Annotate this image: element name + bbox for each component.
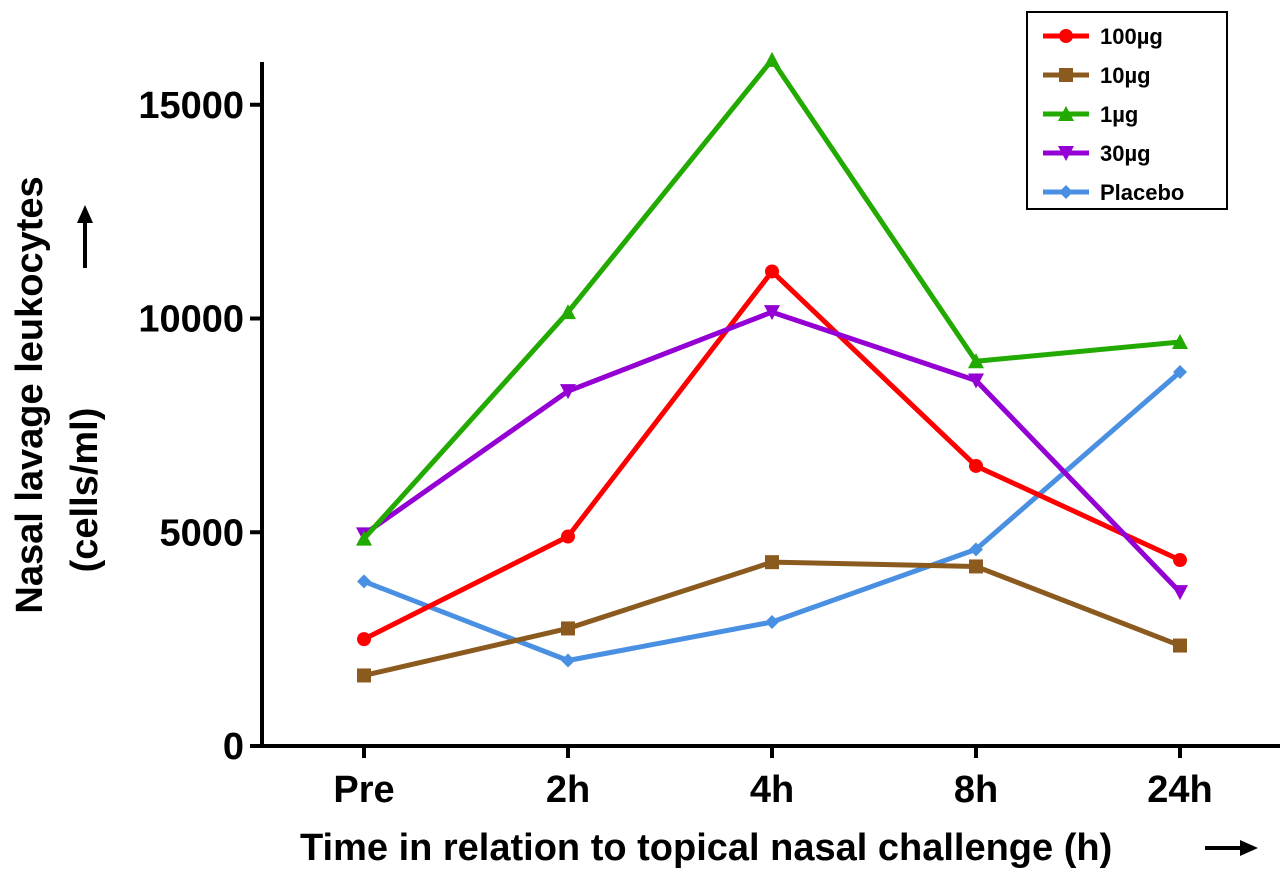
x-tick-label: 2h [546, 769, 590, 811]
data-point [764, 305, 780, 321]
data-point [357, 574, 371, 589]
data-point [561, 653, 575, 668]
y-axis-title-group-2: (cells/ml) [64, 408, 106, 573]
x-ticks: Pre 2h 4h 8h 24h [333, 746, 1213, 811]
x-tick-label: 24h [1147, 769, 1212, 811]
series-line [362, 268, 1182, 642]
legend-label: 10µg [1100, 63, 1151, 88]
legend-label: Placebo [1100, 180, 1184, 205]
data-point [1173, 553, 1187, 568]
data-point [1173, 364, 1187, 379]
y-ticks: 0 5000 10000 15000 [138, 85, 262, 768]
legend-label: 100µg [1100, 24, 1163, 49]
series-10g [357, 555, 1187, 683]
data-point [969, 559, 983, 574]
data-point [1058, 146, 1074, 161]
y-tick-label: 15000 [138, 85, 244, 127]
data-point [968, 373, 984, 389]
y-tick-label: 0 [223, 726, 244, 768]
y-axis-title-line1: Nasal lavage leukocytes [9, 176, 51, 613]
data-point [561, 621, 575, 636]
data-point [561, 529, 575, 544]
data-point [1058, 106, 1074, 121]
legend-item: 1µg [1043, 102, 1138, 127]
y-tick-label: 5000 [159, 512, 244, 554]
series-placebo [357, 364, 1187, 668]
legend-item: 100µg [1043, 24, 1163, 49]
series-100g [357, 264, 1187, 647]
data-point [560, 304, 576, 320]
y-tick-label: 10000 [138, 299, 244, 341]
x-axis-title: Time in relation to topical nasal challe… [300, 827, 1112, 869]
legend-item: Placebo [1043, 180, 1184, 205]
legend: 100µg 10µg 1µg 30µg Placebo [1026, 11, 1228, 210]
x-axis-arrow [1205, 840, 1258, 856]
x-tick-label: 8h [954, 769, 998, 811]
series-1g [356, 51, 1188, 546]
x-tick-label: Pre [333, 769, 394, 811]
y-axis-title-line2: (cells/ml) [64, 408, 106, 573]
y-axis-title-group: Nasal lavage leukocytes [9, 176, 51, 613]
x-tick-label: 4h [750, 769, 794, 811]
data-point [765, 555, 779, 570]
legend-label: 30µg [1100, 141, 1151, 166]
data-point [969, 542, 983, 557]
legend-label: 1µg [1100, 102, 1138, 127]
data-point [356, 530, 372, 546]
data-point [1059, 68, 1073, 82]
data-point [1059, 185, 1073, 199]
y-axis-arrow [77, 205, 93, 268]
data-point [764, 51, 780, 67]
data-point [560, 384, 576, 400]
data-point [1172, 585, 1188, 601]
data-point [1173, 638, 1187, 653]
legend-item: 30µg [1043, 141, 1151, 166]
data-point [1172, 334, 1188, 350]
legend-item: 10µg [1043, 63, 1151, 88]
series-layer [356, 51, 1188, 683]
data-point [357, 632, 371, 647]
data-point [765, 264, 779, 279]
data-point [968, 353, 984, 369]
data-point [969, 458, 983, 473]
data-point [1059, 29, 1073, 43]
data-point [765, 615, 779, 630]
data-point [357, 668, 371, 683]
legend-box [1026, 11, 1228, 210]
